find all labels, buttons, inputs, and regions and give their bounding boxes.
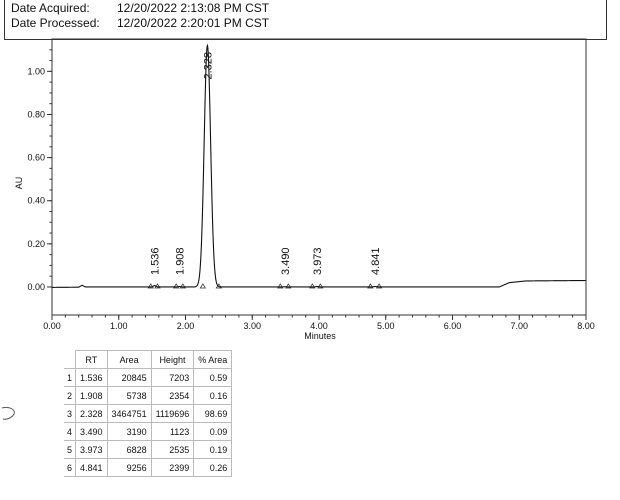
peak-marker <box>367 283 374 289</box>
row-index: 4 <box>64 422 76 441</box>
area-cell: 3464751 <box>106 404 152 423</box>
height-cell: 2535 <box>150 440 195 459</box>
date-acquired-label: Date Acquired: <box>11 1 90 15</box>
rt-cell: 2.328 <box>75 404 108 423</box>
x-tick-label: 1.00 <box>110 321 128 331</box>
table-row: 3 2.328 3464751 1119696 98.69 <box>64 404 233 423</box>
height-cell: 2399 <box>150 458 195 477</box>
peak-label: 3.973 <box>312 247 324 275</box>
table-row: 5 3.973 6828 2535 0.19 <box>64 440 233 459</box>
peak-marker <box>277 283 284 289</box>
y-tick-label: 0.00 <box>27 282 45 292</box>
peak-marker <box>309 283 316 289</box>
x-tick-label: 7.00 <box>510 321 528 331</box>
row-index: 1 <box>64 368 76 387</box>
table-row: 2 1.908 5738 2354 0.16 <box>64 386 233 405</box>
area-cell: 20845 <box>106 368 152 387</box>
pct-area-cell: 0.26 <box>193 458 233 477</box>
peak-marker <box>147 283 155 289</box>
rt-header: RT <box>75 350 108 369</box>
row-index: 6 <box>64 458 76 477</box>
peak-label: 3.490 <box>280 247 292 275</box>
pct-area-cell: 0.16 <box>193 386 233 405</box>
peak-label: 4.841 <box>370 247 382 275</box>
area-cell: 9256 <box>106 458 152 477</box>
pct-area-cell: 98.69 <box>193 404 233 423</box>
row-index: 3 <box>64 404 76 423</box>
peak-table: RT Area Height % Area 1 1.536 20845 7203… <box>64 350 233 477</box>
rt-cell: 3.490 <box>75 422 108 441</box>
x-axis-title: Minutes <box>304 331 336 341</box>
peak-label: 1.908 <box>174 247 186 275</box>
height-cell: 2354 <box>150 386 195 405</box>
acquisition-info-box: Date Acquired: 12/20/2022 2:13:08 PM CST… <box>4 0 607 40</box>
y-tick-label: 0.20 <box>27 239 45 249</box>
date-processed-label: Date Processed: <box>11 16 100 30</box>
chromatogram-chart: 0.00 1.00 2.00 3.00 4.00 5.00 6.00 7.00 8.00 0.00… <box>14 38 595 341</box>
area-cell: 3190 <box>106 422 152 441</box>
pct-area-cell: 0.19 <box>193 440 233 459</box>
y-axis-title: AU <box>14 177 24 190</box>
x-tick-label: 0.00 <box>43 321 61 331</box>
rt-cell: 1.908 <box>75 386 108 405</box>
x-tick-label: 2.00 <box>177 321 195 331</box>
peak-marker <box>172 283 180 289</box>
x-tick-label: 6.00 <box>444 321 462 331</box>
y-tick-label: 1.00 <box>27 66 45 76</box>
date-acquired-value: 12/20/2022 2:13:08 PM CST <box>117 1 270 15</box>
pct-area-header: % Area <box>193 350 233 369</box>
table-row: 6 4.841 9256 2399 0.26 <box>64 458 233 477</box>
height-cell: 1123 <box>150 422 195 441</box>
peak-marker <box>179 283 187 289</box>
row-index: 2 <box>64 386 76 405</box>
height-cell: 7203 <box>150 368 195 387</box>
chromatogram-trace <box>52 43 586 288</box>
peak-marker <box>375 283 383 289</box>
peak-label: 2.328 <box>202 52 214 80</box>
handwritten-mark <box>1 407 15 420</box>
area-cell: 5738 <box>106 386 152 405</box>
height-cell: 1119696 <box>150 404 195 423</box>
area-header: Area <box>106 350 152 369</box>
area-cell: 6828 <box>106 440 152 459</box>
peak-label: 1.536 <box>150 247 162 275</box>
rt-cell: 4.841 <box>75 458 108 477</box>
rt-cell: 1.536 <box>75 368 108 387</box>
pct-area-cell: 0.59 <box>193 368 233 387</box>
x-tick-label: 5.00 <box>377 321 395 331</box>
table-row: 1 1.536 20845 7203 0.59 <box>64 368 233 387</box>
peak-marker <box>285 283 292 289</box>
y-tick-label: 0.80 <box>27 109 45 119</box>
peak-marker <box>317 283 324 289</box>
peak-marker <box>199 283 207 289</box>
height-header: Height <box>150 350 195 369</box>
table-row: 4 3.490 3190 1123 0.09 <box>64 422 233 441</box>
row-index: 5 <box>64 440 76 459</box>
pct-area-cell: 0.09 <box>193 422 233 441</box>
x-tick-label: 4.00 <box>310 321 328 331</box>
rt-cell: 3.973 <box>75 440 108 459</box>
index-header <box>64 351 76 369</box>
y-tick-label: 0.40 <box>27 196 45 206</box>
y-tick-label: 0.60 <box>27 153 45 163</box>
x-tick-label: 3.00 <box>243 321 261 331</box>
x-tick-label: 8.00 <box>577 321 595 331</box>
date-processed-value: 12/20/2022 2:20:01 PM CST <box>117 16 270 30</box>
